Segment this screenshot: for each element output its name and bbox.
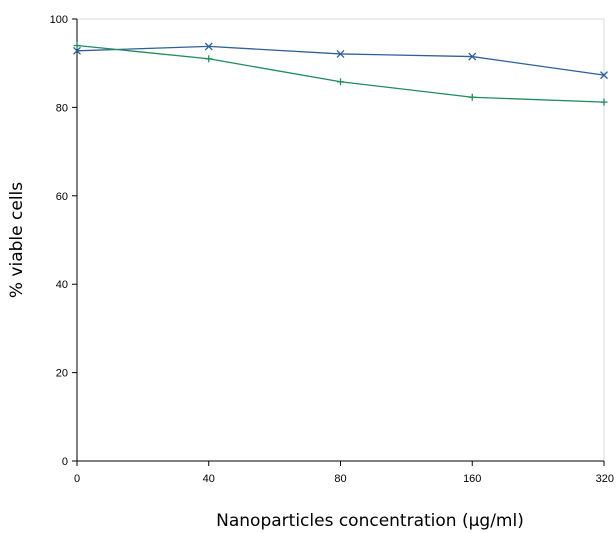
data-point: [73, 42, 81, 50]
y-tick-label: 20: [56, 368, 68, 380]
x-axis-ticks: 0 40 80 160 320: [74, 461, 614, 485]
data-point: [468, 93, 476, 101]
data-point: [468, 52, 477, 61]
x-tick-label: 320: [596, 473, 614, 485]
data-point: [336, 49, 345, 58]
data-point: [204, 42, 213, 51]
series-layer: [73, 42, 608, 106]
x-tick-label: 160: [463, 473, 481, 485]
y-tick-label: 40: [56, 279, 68, 291]
data-point: [73, 46, 81, 55]
y-tick-label: 60: [56, 191, 68, 203]
series-1: [73, 42, 608, 80]
y-tick-label: 0: [62, 456, 68, 468]
x-tick-label: 80: [334, 473, 346, 485]
x-axis-title: Nanoparticles concentration (µg/ml): [216, 511, 524, 531]
data-point: [600, 98, 608, 106]
data-point: [600, 71, 608, 80]
series-line: [76, 45, 605, 76]
y-tick-label: 100: [50, 14, 68, 26]
data-point: [205, 55, 213, 63]
x-tick-label: 40: [203, 473, 215, 485]
plot-area: [77, 18, 605, 461]
y-axis-ticks: 0 20 40 60 80 100: [50, 14, 77, 468]
y-axis-title: % viable cells: [7, 182, 27, 298]
data-point: [337, 78, 344, 86]
x-tick-label: 0: [74, 473, 80, 485]
series-2: [73, 42, 608, 106]
y-tick-label: 80: [56, 102, 68, 114]
